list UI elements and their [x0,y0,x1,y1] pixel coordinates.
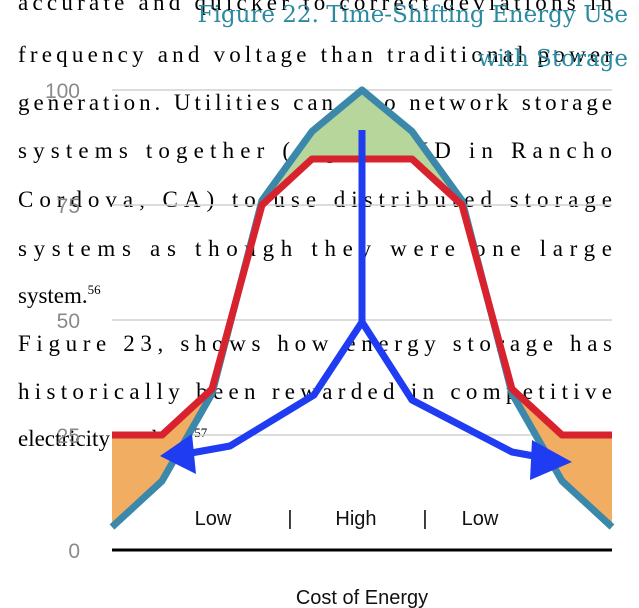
arrowhead [160,434,196,474]
y-tick-label: 25 [57,425,80,448]
chart-title: Figure 22. Time-Shifting Energy Use [198,2,628,28]
y-tick-label: 100 [45,80,80,103]
annotation: Low [462,508,499,530]
y-tick-label: 50 [57,310,80,333]
arrowhead [530,440,572,480]
annotation: Low [195,508,232,530]
arrow-left [179,130,366,459]
arrows [160,130,572,480]
arrow-right [359,320,546,462]
text-span: system. [18,283,88,308]
footnote-mark: 57 [194,425,208,440]
y-tick-label: 0 [68,540,80,563]
x-axis-label: Cost of Energy [296,587,428,608]
chart-title: with Storage [478,46,628,72]
text-line: Cordova, CA) to use distributed storage [18,187,612,212]
text-line: Figure 23, shows how energy storage has [18,331,612,356]
annotation: | [287,508,292,530]
y-tick-label: 75 [57,195,80,218]
text-line: system.56 [18,282,101,308]
series-line [109,86,615,530]
annotation: | [422,508,427,530]
footnote-mark: 56 [88,282,102,297]
text-line: systems as though they were one large [18,236,612,261]
annotation: High [335,508,376,530]
text-line: generation. Utilities can also network s… [18,90,612,115]
